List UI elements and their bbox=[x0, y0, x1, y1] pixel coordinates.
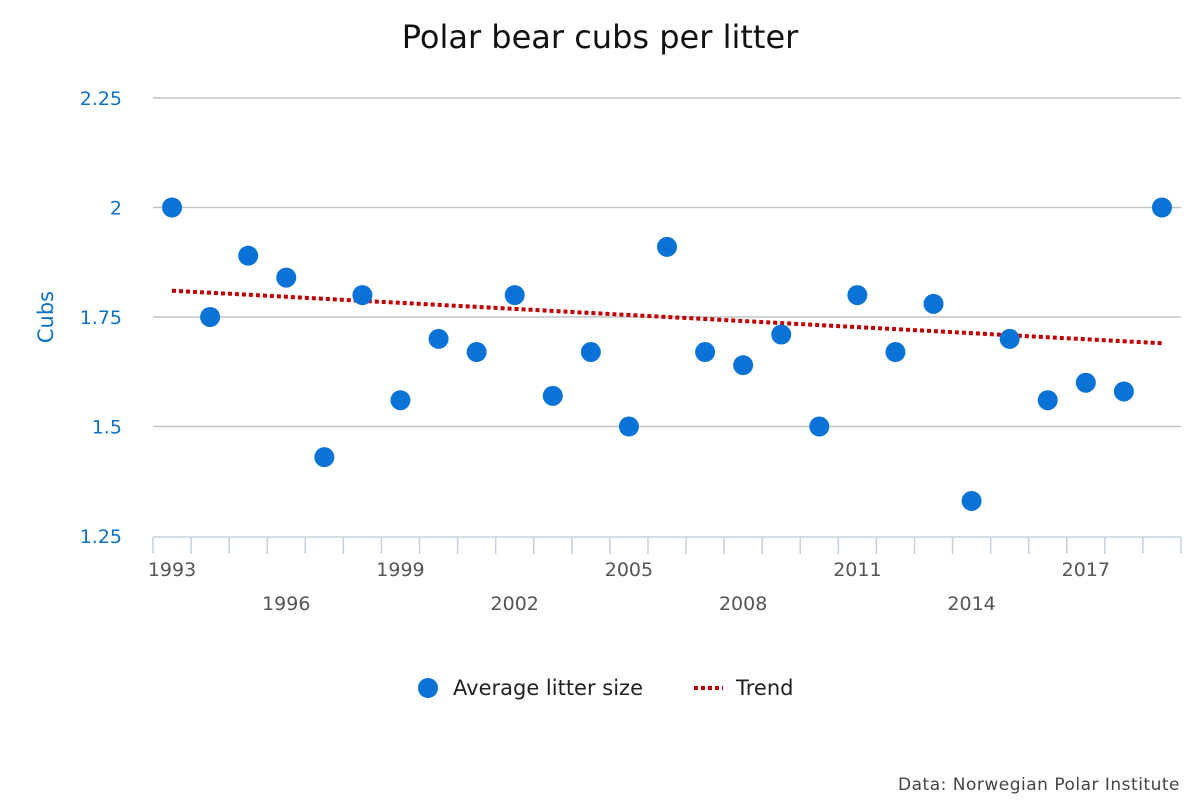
data-point[interactable] bbox=[162, 197, 183, 218]
data-point[interactable] bbox=[657, 236, 677, 257]
legend-label: Average litter size bbox=[453, 676, 643, 700]
legend: Average litter size Trend bbox=[418, 676, 793, 700]
data-point[interactable] bbox=[580, 342, 601, 363]
legend-label: Trend bbox=[735, 676, 793, 700]
data-point[interactable] bbox=[200, 307, 221, 327]
y-tick-label: 1.5 bbox=[92, 417, 122, 439]
trend-line bbox=[171, 288, 1163, 346]
data-point[interactable] bbox=[390, 390, 411, 411]
data-point[interactable] bbox=[847, 285, 868, 306]
y-tick-label: 2.25 bbox=[80, 88, 122, 110]
data-point[interactable] bbox=[961, 490, 982, 511]
legend-marker-dot bbox=[418, 678, 438, 698]
y-axis-label: Cubs bbox=[34, 291, 58, 343]
data-point[interactable] bbox=[542, 385, 563, 406]
data-point[interactable] bbox=[809, 416, 830, 437]
y-tick-label: 1.75 bbox=[80, 307, 122, 329]
data-point[interactable] bbox=[999, 328, 1020, 349]
data-point[interactable] bbox=[1075, 372, 1096, 393]
data-point[interactable] bbox=[733, 355, 754, 376]
x-tick-label: 1996 bbox=[262, 593, 310, 615]
data-point[interactable] bbox=[238, 245, 259, 266]
data-point[interactable] bbox=[1151, 197, 1172, 218]
x-tick-label: 2002 bbox=[491, 593, 539, 615]
x-tick-label: 1993 bbox=[148, 559, 196, 581]
data-point[interactable] bbox=[695, 342, 716, 363]
chart-title: Polar bear cubs per litter bbox=[402, 18, 799, 56]
legend-item-average-litter-size[interactable]: Average litter size bbox=[418, 676, 643, 700]
x-tick-label: 2005 bbox=[605, 559, 653, 581]
data-point[interactable] bbox=[1113, 381, 1134, 402]
data-point[interactable] bbox=[885, 342, 906, 363]
data-point[interactable] bbox=[618, 416, 639, 437]
data-point[interactable] bbox=[1037, 390, 1058, 411]
x-tick-label: 1999 bbox=[376, 559, 424, 581]
x-tick-label: 2008 bbox=[719, 593, 767, 615]
data-point[interactable] bbox=[923, 293, 944, 314]
data-point[interactable] bbox=[352, 285, 373, 306]
legend-item-trend[interactable]: Trend bbox=[694, 676, 793, 700]
data-point[interactable] bbox=[276, 267, 297, 288]
y-tick-label: 1.25 bbox=[80, 526, 122, 548]
data-point[interactable] bbox=[314, 447, 335, 468]
data-point[interactable] bbox=[428, 328, 449, 349]
x-tick-label: 2011 bbox=[833, 559, 881, 581]
data-point[interactable] bbox=[504, 285, 525, 306]
y-tick-label: 2 bbox=[110, 198, 122, 220]
data-point[interactable] bbox=[466, 342, 487, 363]
x-tick-label: 2017 bbox=[1062, 559, 1110, 581]
x-tick-label: 2014 bbox=[947, 593, 995, 615]
credit-text[interactable]: Data: Norwegian Polar Institute bbox=[898, 775, 1180, 795]
data-point[interactable] bbox=[771, 324, 792, 345]
